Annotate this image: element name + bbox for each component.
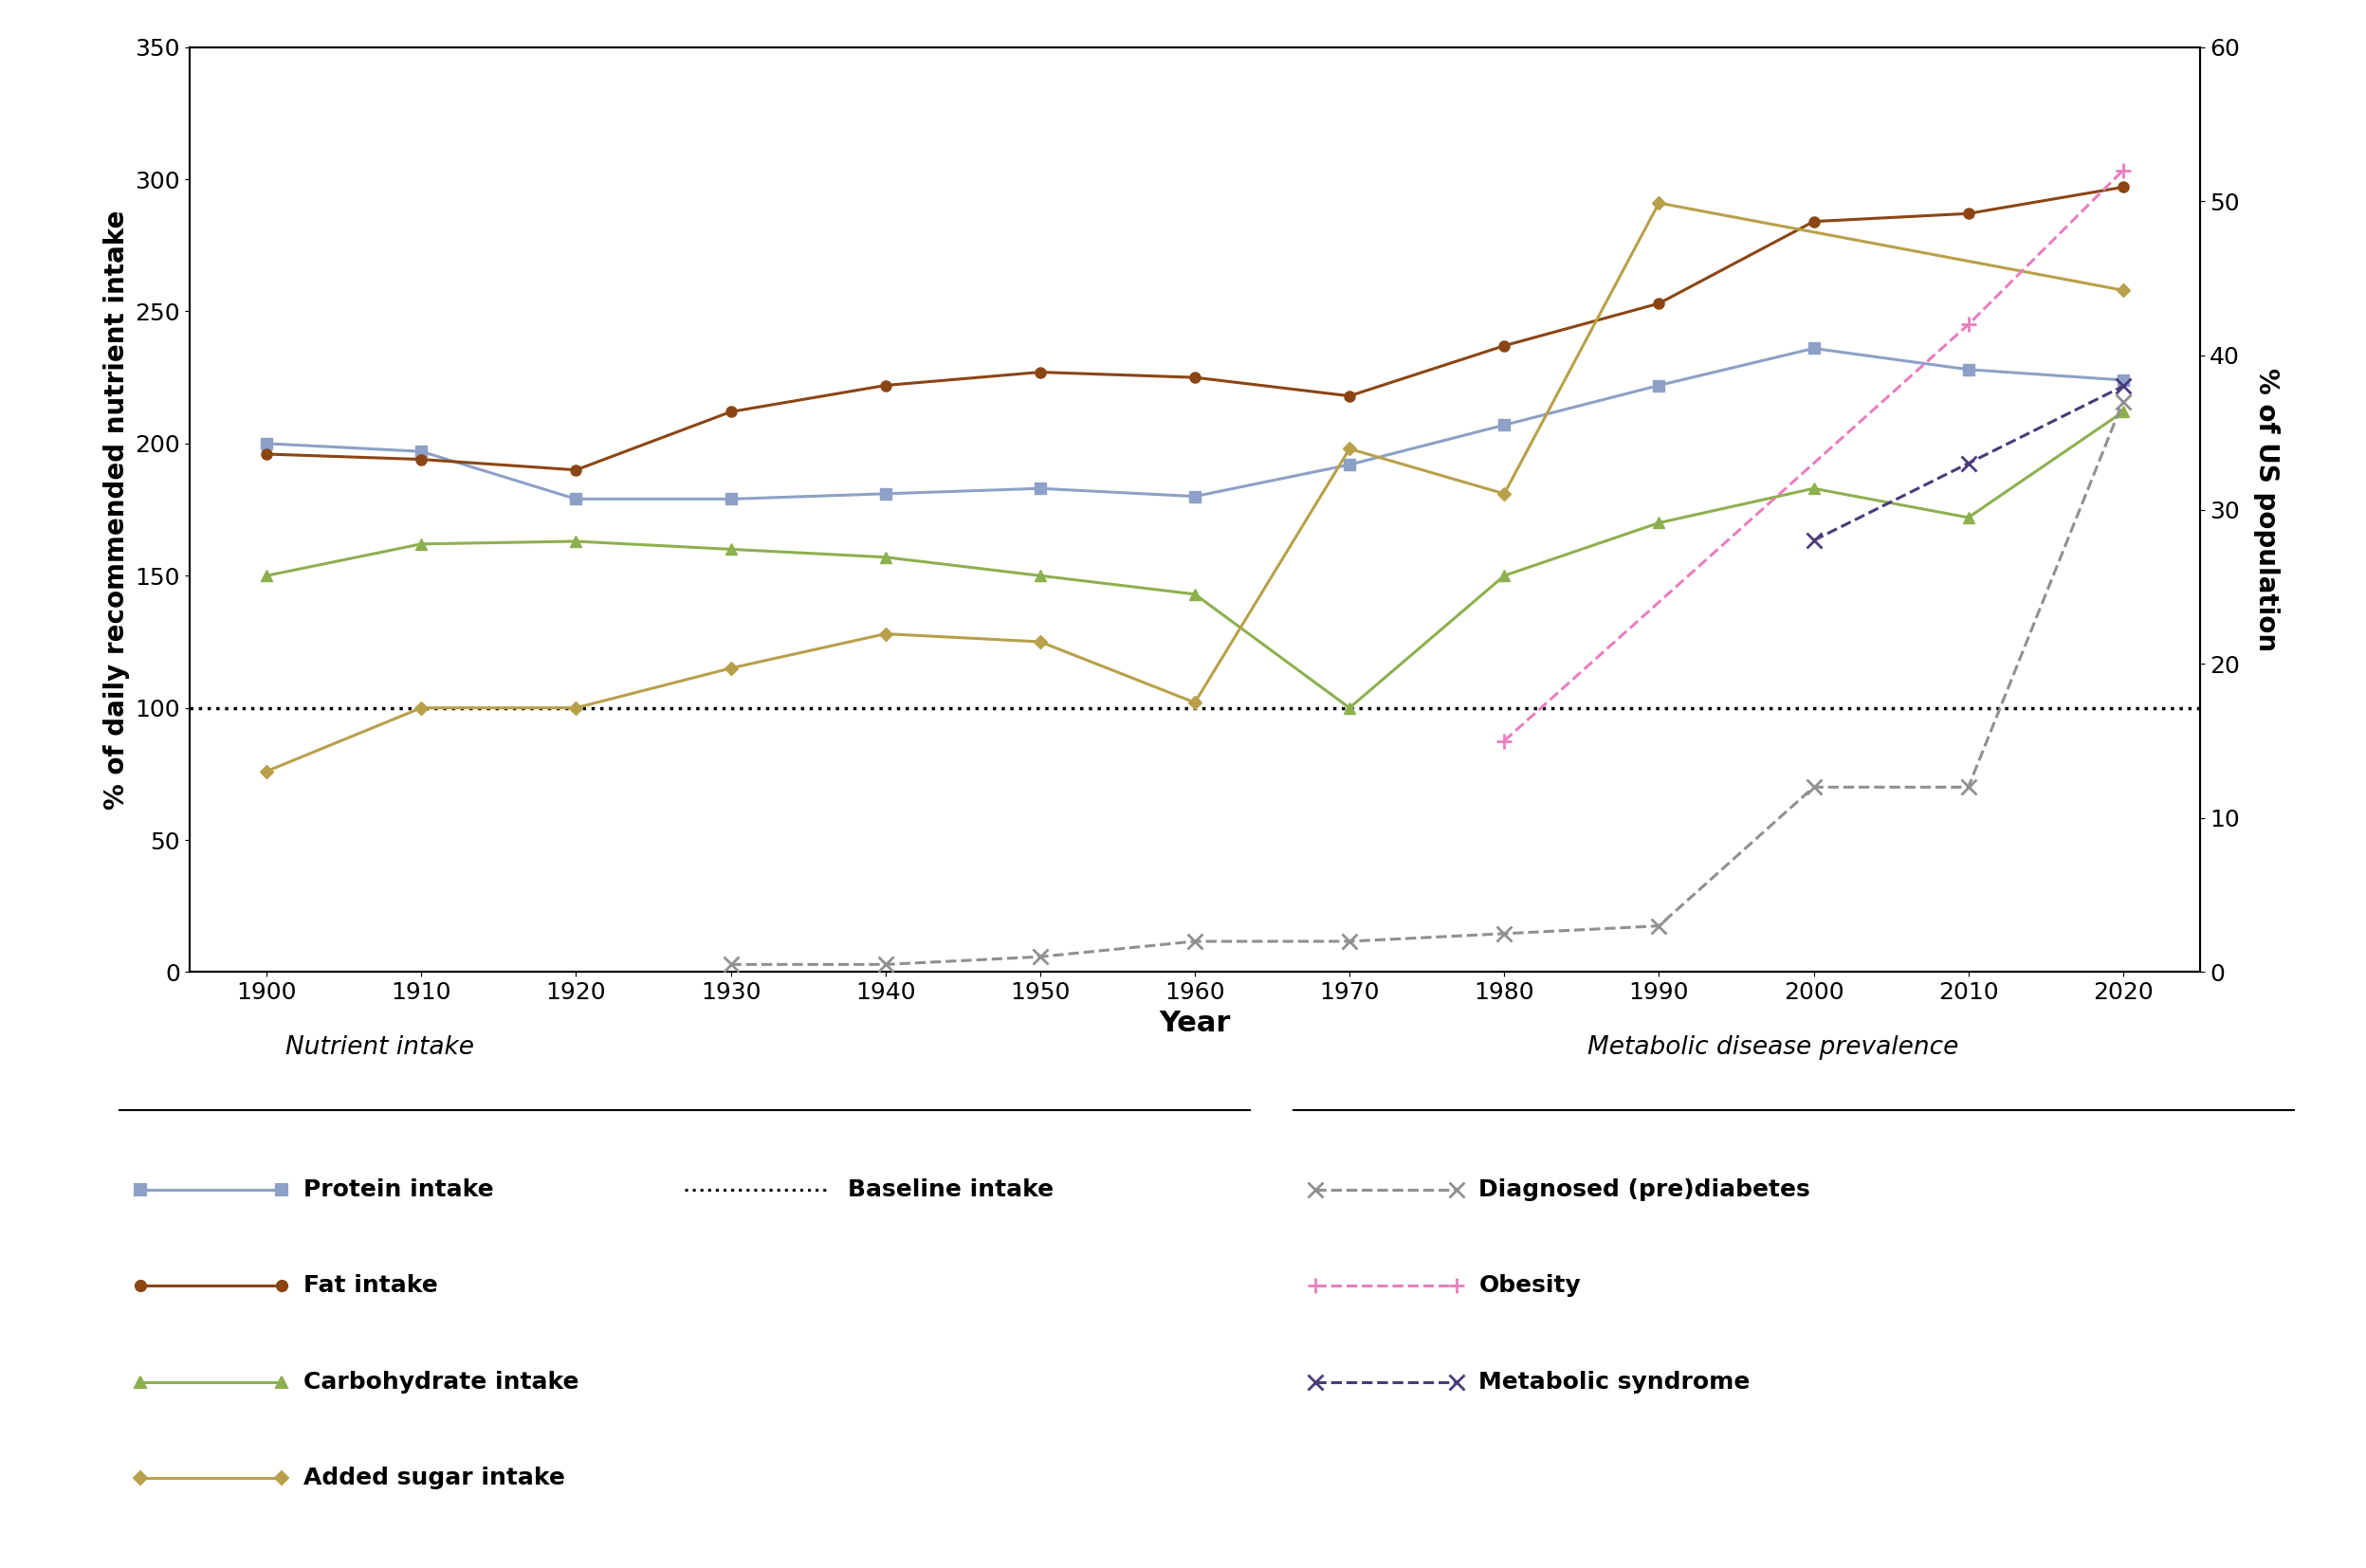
Text: Metabolic syndrome: Metabolic syndrome — [1479, 1370, 1751, 1392]
Y-axis label: % of daily recommended nutrient intake: % of daily recommended nutrient intake — [104, 210, 130, 809]
Text: Fat intake: Fat intake — [303, 1275, 438, 1297]
Text: Diagnosed (pre)diabetes: Diagnosed (pre)diabetes — [1479, 1179, 1810, 1201]
Text: Obesity: Obesity — [1479, 1275, 1580, 1297]
Text: Baseline intake: Baseline intake — [847, 1179, 1053, 1201]
Text: Added sugar intake: Added sugar intake — [303, 1466, 565, 1490]
Y-axis label: % of US population: % of US population — [2252, 368, 2278, 651]
Text: Nutrient intake: Nutrient intake — [286, 1035, 473, 1060]
X-axis label: Year: Year — [1159, 1010, 1230, 1036]
Text: Protein intake: Protein intake — [303, 1179, 494, 1201]
Text: Carbohydrate intake: Carbohydrate intake — [303, 1370, 580, 1392]
Text: Metabolic disease prevalence: Metabolic disease prevalence — [1588, 1035, 1959, 1060]
